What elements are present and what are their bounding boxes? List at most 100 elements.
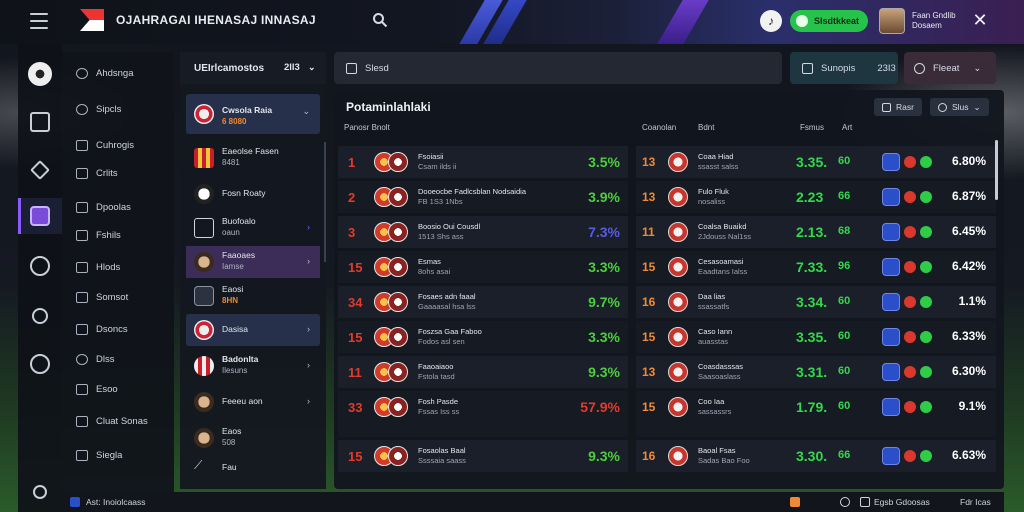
alert-icon[interactable] [790,497,800,507]
match-row-right[interactable]: 13 Coasdasssas Saasoaslass 3.31. 60 6.30% [636,356,996,388]
nav-item[interactable]: Dpoolas [76,198,131,216]
match-row-right[interactable]: 11 Coalsa Buaikd 2Jdouss Nal1ss 2.13. 68 6.45… [636,216,996,248]
settings-icon[interactable] [860,497,870,507]
match-row-left[interactable]: 3 Boosio Oui Cousdl 1513 Shs ass 7.3% [338,216,628,248]
red-dot-icon[interactable] [904,296,916,308]
nav-item[interactable]: Siegla [76,446,122,464]
notifications-icon[interactable]: ♪ [760,10,782,32]
league-item[interactable]: ⟋ Fau [186,452,320,484]
red-dot-icon[interactable] [904,401,916,413]
league-selector[interactable]: UEIrlcamostos 2ll3 ⌄ [180,52,326,84]
synopsis-button[interactable]: Sunopis 23I3 [790,52,898,84]
rail-stats[interactable] [18,198,62,234]
green-dot-icon[interactable] [920,366,932,378]
match-row-right[interactable]: 15 Coo Iaa sassassrs 1.79. 60 9.1% [636,391,996,437]
match-row-right[interactable]: 16 Baoal Fsas Sadas Bao Foo 3.30. 66 6.63% [636,440,996,472]
nav-item[interactable]: Ahdsnga [76,64,134,82]
match-row-right[interactable]: 15 Cesasoamasi Eaadtans Ialss 7.33. 96 6.42% [636,251,996,283]
match-row-right[interactable]: 13 Fulo Fluk nosaliss 2.23 66 6.87% [636,181,996,213]
rail-search[interactable] [18,346,62,382]
match-row-left[interactable]: 2 Dooeocbe Fadlcsblan Nodsaidia FB 1S3 1Nb… [338,181,628,213]
status-button[interactable]: Slus ⌄ [930,98,989,116]
feat-button[interactable]: Fleeat ⌄ [904,52,996,84]
search-circle-icon [30,354,50,374]
rail-home[interactable] [18,104,62,140]
match-row-left[interactable]: 15 Fosaolas Baal Ssssaia saass 9.3% [338,440,628,472]
clock-icon[interactable] [840,497,850,507]
match-row-left[interactable]: 15 Foszsa Gaa Faboo Fodos asl sen 3.3% [338,321,628,353]
shield-icon[interactable] [882,328,900,346]
footer-mid-text: Egsb Gdoosas [874,497,930,507]
live-button[interactable]: Slsdtkkeat [790,10,868,32]
green-dot-icon[interactable] [920,331,932,343]
rail-pen[interactable] [18,298,62,334]
league-item[interactable]: Eaeolse Fasen 8481 [186,142,320,174]
shield-icon[interactable] [882,153,900,171]
nav-item[interactable]: Cluat Sonas [76,412,148,430]
shield-icon[interactable] [882,293,900,311]
user-avatar[interactable] [879,8,905,34]
match-row-right[interactable]: 15 Caso Iann auasstas 3.35. 60 6.33% [636,321,996,353]
match-row-right[interactable]: 13 Coaa Hiad ssasst salss 3.35. 60 6.80% [636,146,996,178]
team-crest-icon [668,446,688,466]
rail-soccer-ball[interactable] [18,56,62,92]
red-dot-icon[interactable] [904,191,916,203]
league-item[interactable]: Cwsola Raia 6 8080 ⌄ [186,94,320,134]
red-dot-icon[interactable] [904,226,916,238]
nav-item[interactable]: Esoo [76,380,118,398]
menu-icon[interactable] [30,13,48,29]
red-dot-icon[interactable] [904,261,916,273]
red-dot-icon[interactable] [904,450,916,462]
rail-tactics[interactable] [18,152,62,188]
rail-clock[interactable] [18,474,62,510]
match-row-left[interactable]: 11 Faaoaiaoo Fstola tasd 9.3% [338,356,628,388]
shield-icon[interactable] [882,223,900,241]
red-dot-icon[interactable] [904,331,916,343]
team-name: Faaoaiaoo [418,362,454,371]
league-item[interactable]: Dasisa › [186,314,320,346]
league-item[interactable]: Buofoalo oaun › [186,212,320,244]
rail-globe[interactable] [18,248,62,284]
close-icon[interactable]: ✕ [972,10,988,30]
league-item[interactable]: Feeeu aon › [186,386,320,418]
green-dot-icon[interactable] [920,226,932,238]
filter-bar[interactable]: Slesd [334,52,782,84]
nav-item[interactable]: Hlods [76,258,120,276]
green-dot-icon[interactable] [920,191,932,203]
shield-icon[interactable] [882,398,900,416]
search-icon[interactable] [372,12,388,28]
board-scrollbar[interactable] [995,140,998,200]
match-row-left[interactable]: 33 Fosh Pasde Fssas Iss ss 57.9% [338,391,628,437]
match-row-right[interactable]: 16 Daa lias ssassatfs 3.34. 60 1.1% [636,286,996,318]
green-dot-icon[interactable] [920,156,932,168]
green-dot-icon[interactable] [920,261,932,273]
green-dot-icon[interactable] [920,450,932,462]
nav-item[interactable]: Dsoncs [76,320,128,338]
sort-button[interactable]: Rasr [874,98,922,116]
shield-icon[interactable] [882,363,900,381]
match-row-left[interactable]: 34 Fosaes adn faaal Gaaaasal hsa lss 9.7% [338,286,628,318]
red-dot-icon[interactable] [904,156,916,168]
nav-item[interactable]: Sipcls [76,100,121,118]
league-item[interactable]: Fosn Roaty [186,178,320,210]
nav-item[interactable]: Somsot [76,288,128,306]
match-row-left[interactable]: 1 Fsoiasii Csam ilds ii 3.5% [338,146,628,178]
shield-icon[interactable] [882,188,900,206]
team-crest-icon [668,397,688,417]
league-scrollbar[interactable] [324,142,326,262]
league-item[interactable]: Eaosi 8HN [186,280,320,312]
shield-icon[interactable] [882,447,900,465]
green-dot-icon[interactable] [920,296,932,308]
nav-item[interactable]: Crlits [76,164,118,182]
league-item[interactable]: Badonlta Ilesuns › [186,350,320,382]
shield-icon[interactable] [882,258,900,276]
green-dot-icon[interactable] [920,401,932,413]
nav-item[interactable]: Fshils [76,226,121,244]
nav-item[interactable]: Dlss [76,350,114,368]
nav-item[interactable]: Cuhrogis [76,136,134,154]
red-dot-icon[interactable] [904,366,916,378]
league-item[interactable]: Faaoaes Iamse › [186,246,320,278]
boot-icon: ⟋ [194,458,203,472]
league-item[interactable]: Eaos 508 [186,422,320,454]
match-row-left[interactable]: 15 Esmas 8ohs asai 3.3% [338,251,628,283]
